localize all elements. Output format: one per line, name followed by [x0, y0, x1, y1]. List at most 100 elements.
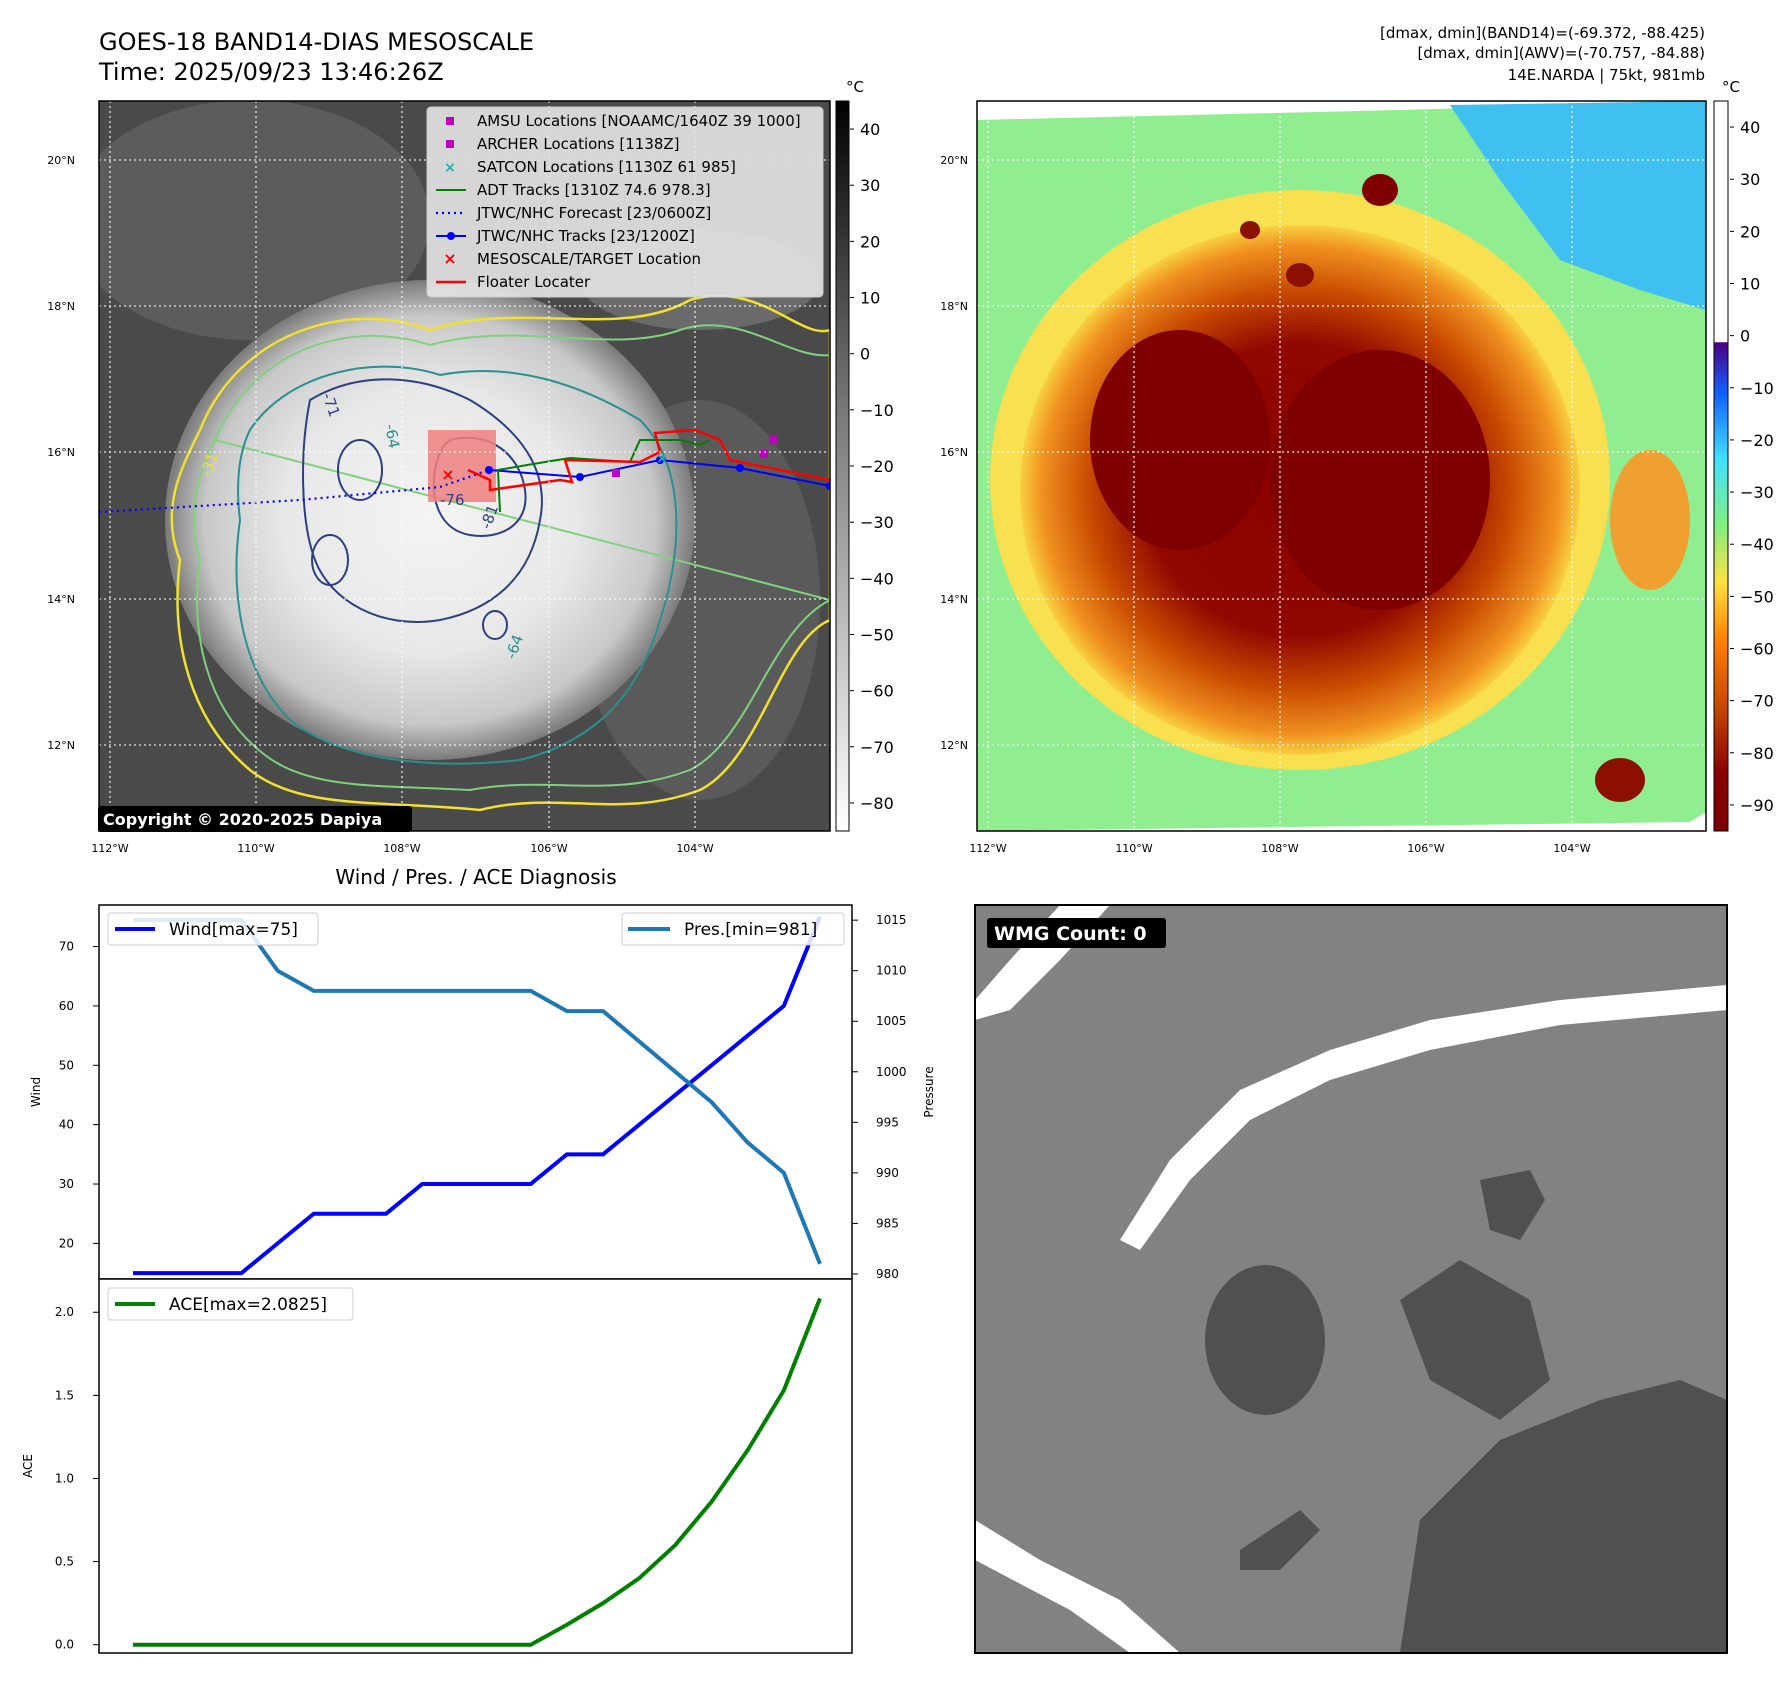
wmg-white-band — [1120, 985, 1727, 1250]
wind-series-line — [133, 916, 822, 1276]
ir-lon-label: 110°W — [237, 842, 274, 855]
pressure-tick-label: 1015 — [876, 913, 907, 927]
ir-colorbar: °C 40 30 20 10 0 −10 −20 −30 −40 −50 −60 −70 −80 — [835, 78, 894, 832]
jtwc-track-point — [736, 464, 744, 472]
wmg-panel: WMG Count: 0 — [974, 904, 1728, 1654]
contour-navy — [482, 610, 508, 640]
amsu-marker — [612, 469, 620, 477]
copyright-text: Copyright © 2020-2025 Dapiya — [103, 810, 382, 829]
ir-colorbar-tick-label: −50 — [860, 625, 894, 644]
ir-colorbar-tick-label: −60 — [860, 682, 894, 701]
awv-lon-label: 106°W — [1407, 842, 1444, 855]
awv-colorbar-tick-label: 20 — [1740, 222, 1760, 241]
wind-tick-label: 30 — [59, 1177, 74, 1191]
pressure-legend-label: Pres.[min=981] — [684, 920, 817, 940]
awv-colorbar-tick-label: 10 — [1740, 275, 1760, 294]
track-legend: AMSU Locations [NOAAMC/1640Z 39 1000] AR… — [426, 106, 824, 298]
awv-colorbar-tick-label: 30 — [1740, 170, 1760, 189]
ace-tick-label: 2.0 — [55, 1305, 74, 1319]
contour-navy — [302, 378, 543, 623]
wind-axis-label: Wind — [29, 1077, 43, 1107]
ir-haze — [99, 101, 430, 340]
awv-colorbar-tick-label: 0 — [1740, 327, 1750, 346]
ir-lon-label: 112°W — [91, 842, 128, 855]
ir-lon-label: 106°W — [530, 842, 567, 855]
awv-core — [1090, 330, 1270, 550]
ace-tick-label: 0.0 — [55, 1638, 74, 1652]
ace-axis-label: ACE — [21, 1454, 35, 1478]
floater-box — [428, 430, 496, 502]
ace-tick-label: 0.5 — [55, 1555, 74, 1569]
awv-map-frame — [976, 100, 1707, 832]
ir-colorbar-tick-label: −80 — [860, 794, 894, 813]
ir-map-frame — [98, 100, 831, 832]
awv-lat-label: 18°N — [940, 300, 968, 313]
awv-colorbar-tick-label: −10 — [1740, 379, 1774, 398]
awv-colorbar-tick-label: −90 — [1740, 796, 1774, 815]
jtwc-track-point — [485, 466, 493, 474]
ir-colorbar-tick-label: 20 — [860, 232, 880, 251]
wmg-dark-cell — [1205, 1265, 1325, 1415]
pressure-tick-label: 980 — [876, 1267, 899, 1281]
pressure-axis-label: Pressure — [922, 1066, 936, 1117]
contour-label: -64 — [381, 423, 403, 450]
ir-lat-label: 20°N — [47, 154, 75, 167]
awv-lat-label: 12°N — [940, 739, 968, 752]
wind-legend-label: Wind[max=75] — [169, 920, 298, 940]
wmg-dark-cell — [1400, 1260, 1550, 1420]
pressure-tick-label: 1010 — [876, 964, 907, 978]
legend-amsu-marker — [446, 117, 454, 125]
jtwc-track-point — [826, 482, 830, 490]
ir-colorbar-tick-label: 40 — [860, 120, 880, 139]
copyright-badge — [98, 806, 412, 832]
legend-amsu-label: AMSU Locations [NOAAMC/1640Z 39 1000] — [477, 112, 801, 130]
ir-lon-label: 104°W — [676, 842, 713, 855]
awv-colorbar-tick-label: −20 — [1740, 431, 1774, 450]
wind-tick-label: 60 — [59, 999, 74, 1013]
ir-colorbar-tick-label: −20 — [860, 457, 894, 476]
wmg-frame — [974, 904, 1728, 1654]
awv-lat-label: 16°N — [940, 446, 968, 459]
legend-floater-label: Floater Locater — [477, 273, 591, 291]
wmg-count-label: WMG Count: 0 — [994, 923, 1147, 945]
archer-marker — [760, 450, 768, 458]
legend-archer-label: ARCHER Locations [1138Z] — [477, 135, 680, 153]
info-band14: [dmax, dmin](BAND14)=(-69.372, -88.425) — [1380, 24, 1705, 42]
ace-tick-label: 1.5 — [55, 1388, 74, 1402]
figure-time: Time: 2025/09/23 13:46:26Z — [98, 58, 444, 86]
satcon-marker: × — [656, 451, 668, 467]
awv-colorbar-tick-label: −50 — [1740, 587, 1774, 606]
pressure-legend: Pres.[min=981] — [621, 912, 845, 946]
ace-legend: ACE[max=2.0825] — [107, 1287, 354, 1321]
pressure-tick-label: 990 — [876, 1166, 899, 1180]
contour-navy — [337, 439, 383, 501]
legend-forecast-label: JTWC/NHC Forecast [23/0600Z] — [476, 204, 711, 222]
pressure-tick-label: 985 — [876, 1216, 899, 1230]
wind-legend: Wind[max=75] — [107, 912, 319, 946]
ace-chart: ACE 2.0 1.5 1.0 0.5 0.0 ACE[max=2.0825] — [21, 1278, 853, 1654]
ir-lat-label: 14°N — [47, 593, 75, 606]
floater-locater-track — [467, 428, 830, 492]
ace-series-line — [133, 1297, 822, 1647]
ir-storm-cloud — [165, 280, 695, 760]
awv-lon-label: 104°W — [1553, 842, 1590, 855]
legend-adt-label: ADT Tracks [1310Z 74.6 978.3] — [477, 181, 711, 199]
contour-teal — [235, 365, 678, 765]
ir-lat-label: 16°N — [47, 446, 75, 459]
awv-colorbar-unit: °C — [1722, 78, 1740, 96]
awv-colorbar-tick-label: −40 — [1740, 535, 1774, 554]
awv-colorbar-tick-label: 40 — [1740, 118, 1760, 137]
wmg-dark-cell — [1400, 1380, 1727, 1653]
awv-colorbar-tick-label: −70 — [1740, 692, 1774, 711]
ir-colorbar-tick-label: 30 — [860, 176, 880, 195]
mesoscale-target-marker: × — [441, 465, 454, 484]
contour-label: -76 — [440, 491, 465, 509]
ir-colorbar-tick-label: −70 — [860, 738, 894, 757]
wind-pressure-chart: Wind Pressure 70 60 50 40 30 20 1015 1010 1005 1… — [29, 904, 936, 1281]
wmg-dark-cell — [1240, 1510, 1320, 1570]
legend-jtwc-label: JTWC/NHC Tracks [23/1200Z] — [476, 227, 695, 245]
awv-lon-label: 110°W — [1115, 842, 1152, 855]
contour-navy — [311, 534, 349, 586]
ir-map-panel: × × -71 -64 -31 -76 -81 -64 — [47, 100, 831, 855]
legend-target-marker: × — [443, 249, 456, 268]
